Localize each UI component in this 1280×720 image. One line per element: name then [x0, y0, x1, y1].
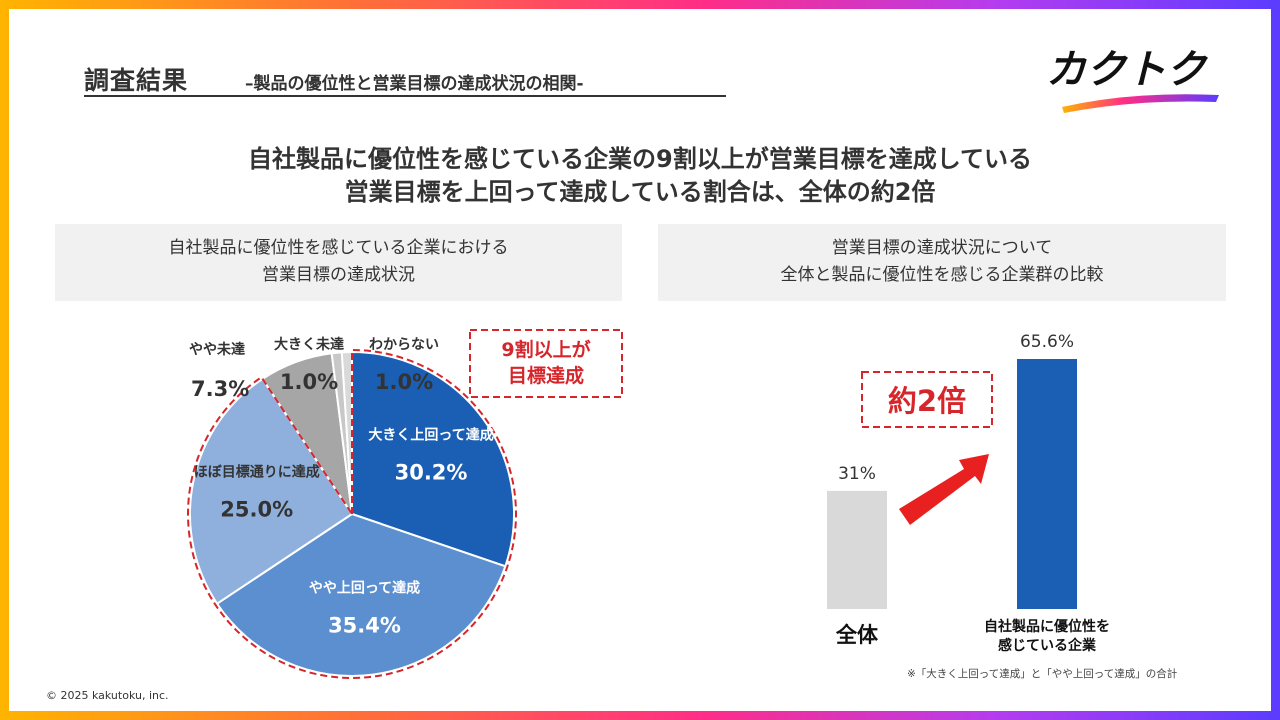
- pie-label-greatly-missed: 大きく未達: [274, 336, 344, 353]
- pie-value-on-target: 25.0%: [220, 498, 293, 522]
- pie-value-greatly-exceeded: 30.2%: [395, 460, 468, 484]
- right-panel-line-2: 全体と製品に優位性を感じる企業群の比較: [780, 265, 1104, 285]
- kakutoku-logo: カクトク: [1046, 47, 1219, 113]
- pie-value-greatly-missed: 1.0%: [280, 370, 338, 394]
- pie-highlight-outline: [187, 348, 517, 679]
- achievement-pie-chart: 大きく上回って達成 30.2% やや上回って達成 35.4% ほぼ目標通りに達成 25.0…: [187, 329, 623, 679]
- slide: 調査結果 –製品の優位性と営業目標の達成状況の相関- カクトク 自社製品に優位性…: [9, 9, 1271, 711]
- pie-slices: [189, 350, 515, 677]
- pie-label-slightly-missed: やや未達: [189, 341, 245, 358]
- bar-group: 31% 全体 65.6% 自社製品に優位性を感じている企業: [827, 332, 1110, 654]
- logo-text: カクトク: [1046, 47, 1209, 93]
- pie-value-slightly-missed: 7.3%: [191, 377, 249, 401]
- logo-swoosh: [1062, 94, 1219, 113]
- pie-labels: 大きく上回って達成 30.2% やや上回って達成 35.4% ほぼ目標通りに達成 25.0…: [189, 336, 494, 637]
- title-underline: [84, 95, 726, 97]
- ratio-callout-box: [861, 371, 993, 428]
- bar-value-advantage-companies: 65.6%: [1020, 332, 1074, 352]
- increase-arrow-icon: [899, 454, 989, 525]
- pie-label-slightly-exceeded: やや上回って達成: [309, 579, 420, 596]
- pie-value-slightly-exceeded: 35.4%: [328, 613, 401, 637]
- copyright: © 2025 kakutoku, inc.: [46, 689, 169, 702]
- bar-overall: [827, 490, 887, 609]
- pie-slice-slightly-exceeded: [215, 512, 507, 677]
- pie-slice-greatly-exceeded: [351, 350, 515, 568]
- pie-label-greatly-exceeded: 大きく上回って達成: [368, 426, 493, 443]
- pie-highlight-callout-line-2: 目標達成: [508, 364, 584, 387]
- ratio-callout-text: 約2倍: [888, 384, 966, 418]
- pie-highlight-callout-box: [469, 329, 623, 398]
- page-subtitle: –製品の優位性と営業目標の達成状況の相関-: [245, 74, 584, 94]
- headline-line-1: 自社製品に優位性を感じている企業の9割以上が営業目標を達成している: [248, 145, 1032, 173]
- left-panel-line-1: 自社製品に優位性を感じている企業における: [168, 238, 509, 258]
- comparison-bar-chart: 31% 全体 65.6% 自社製品に優位性を感じている企業 約2倍: [827, 332, 1110, 654]
- right-panel-heading: 営業目標の達成状況について 全体と製品に優位性を感じる企業群の比較: [658, 224, 1226, 301]
- pie-slice-unknown: [340, 350, 353, 515]
- pie-label-unknown: わからない: [369, 337, 439, 353]
- page-title: 調査結果: [84, 66, 189, 95]
- right-panel-line-1: 営業目標の達成状況について: [831, 238, 1053, 258]
- pie-value-unknown: 1.0%: [375, 370, 433, 394]
- pie-highlight-callout-line-1: 9割以上が: [501, 338, 590, 361]
- pie-slice-on-target: [189, 377, 354, 606]
- headline-line-2: 営業目標を上回って達成している割合は、全体の約2倍: [344, 178, 936, 206]
- bar-advantage-companies: [1017, 359, 1077, 609]
- pie-label-on-target: ほぼ目標通りに達成: [194, 464, 320, 481]
- bar-category-overall-line-1: 全体: [835, 623, 879, 647]
- left-panel-line-2: 営業目標の達成状況: [262, 265, 415, 285]
- bar-category-advantage-companies-line-1: 自社製品に優位性を: [984, 618, 1110, 635]
- bar-value-overall: 31%: [838, 464, 876, 484]
- footnote: ※「大きく上回って達成」と「やや上回って達成」の合計: [907, 668, 1178, 680]
- left-panel-heading: 自社製品に優位性を感じている企業における 営業目標の達成状況: [55, 224, 622, 301]
- bar-category-advantage-companies-line-2: 感じている企業: [998, 637, 1097, 654]
